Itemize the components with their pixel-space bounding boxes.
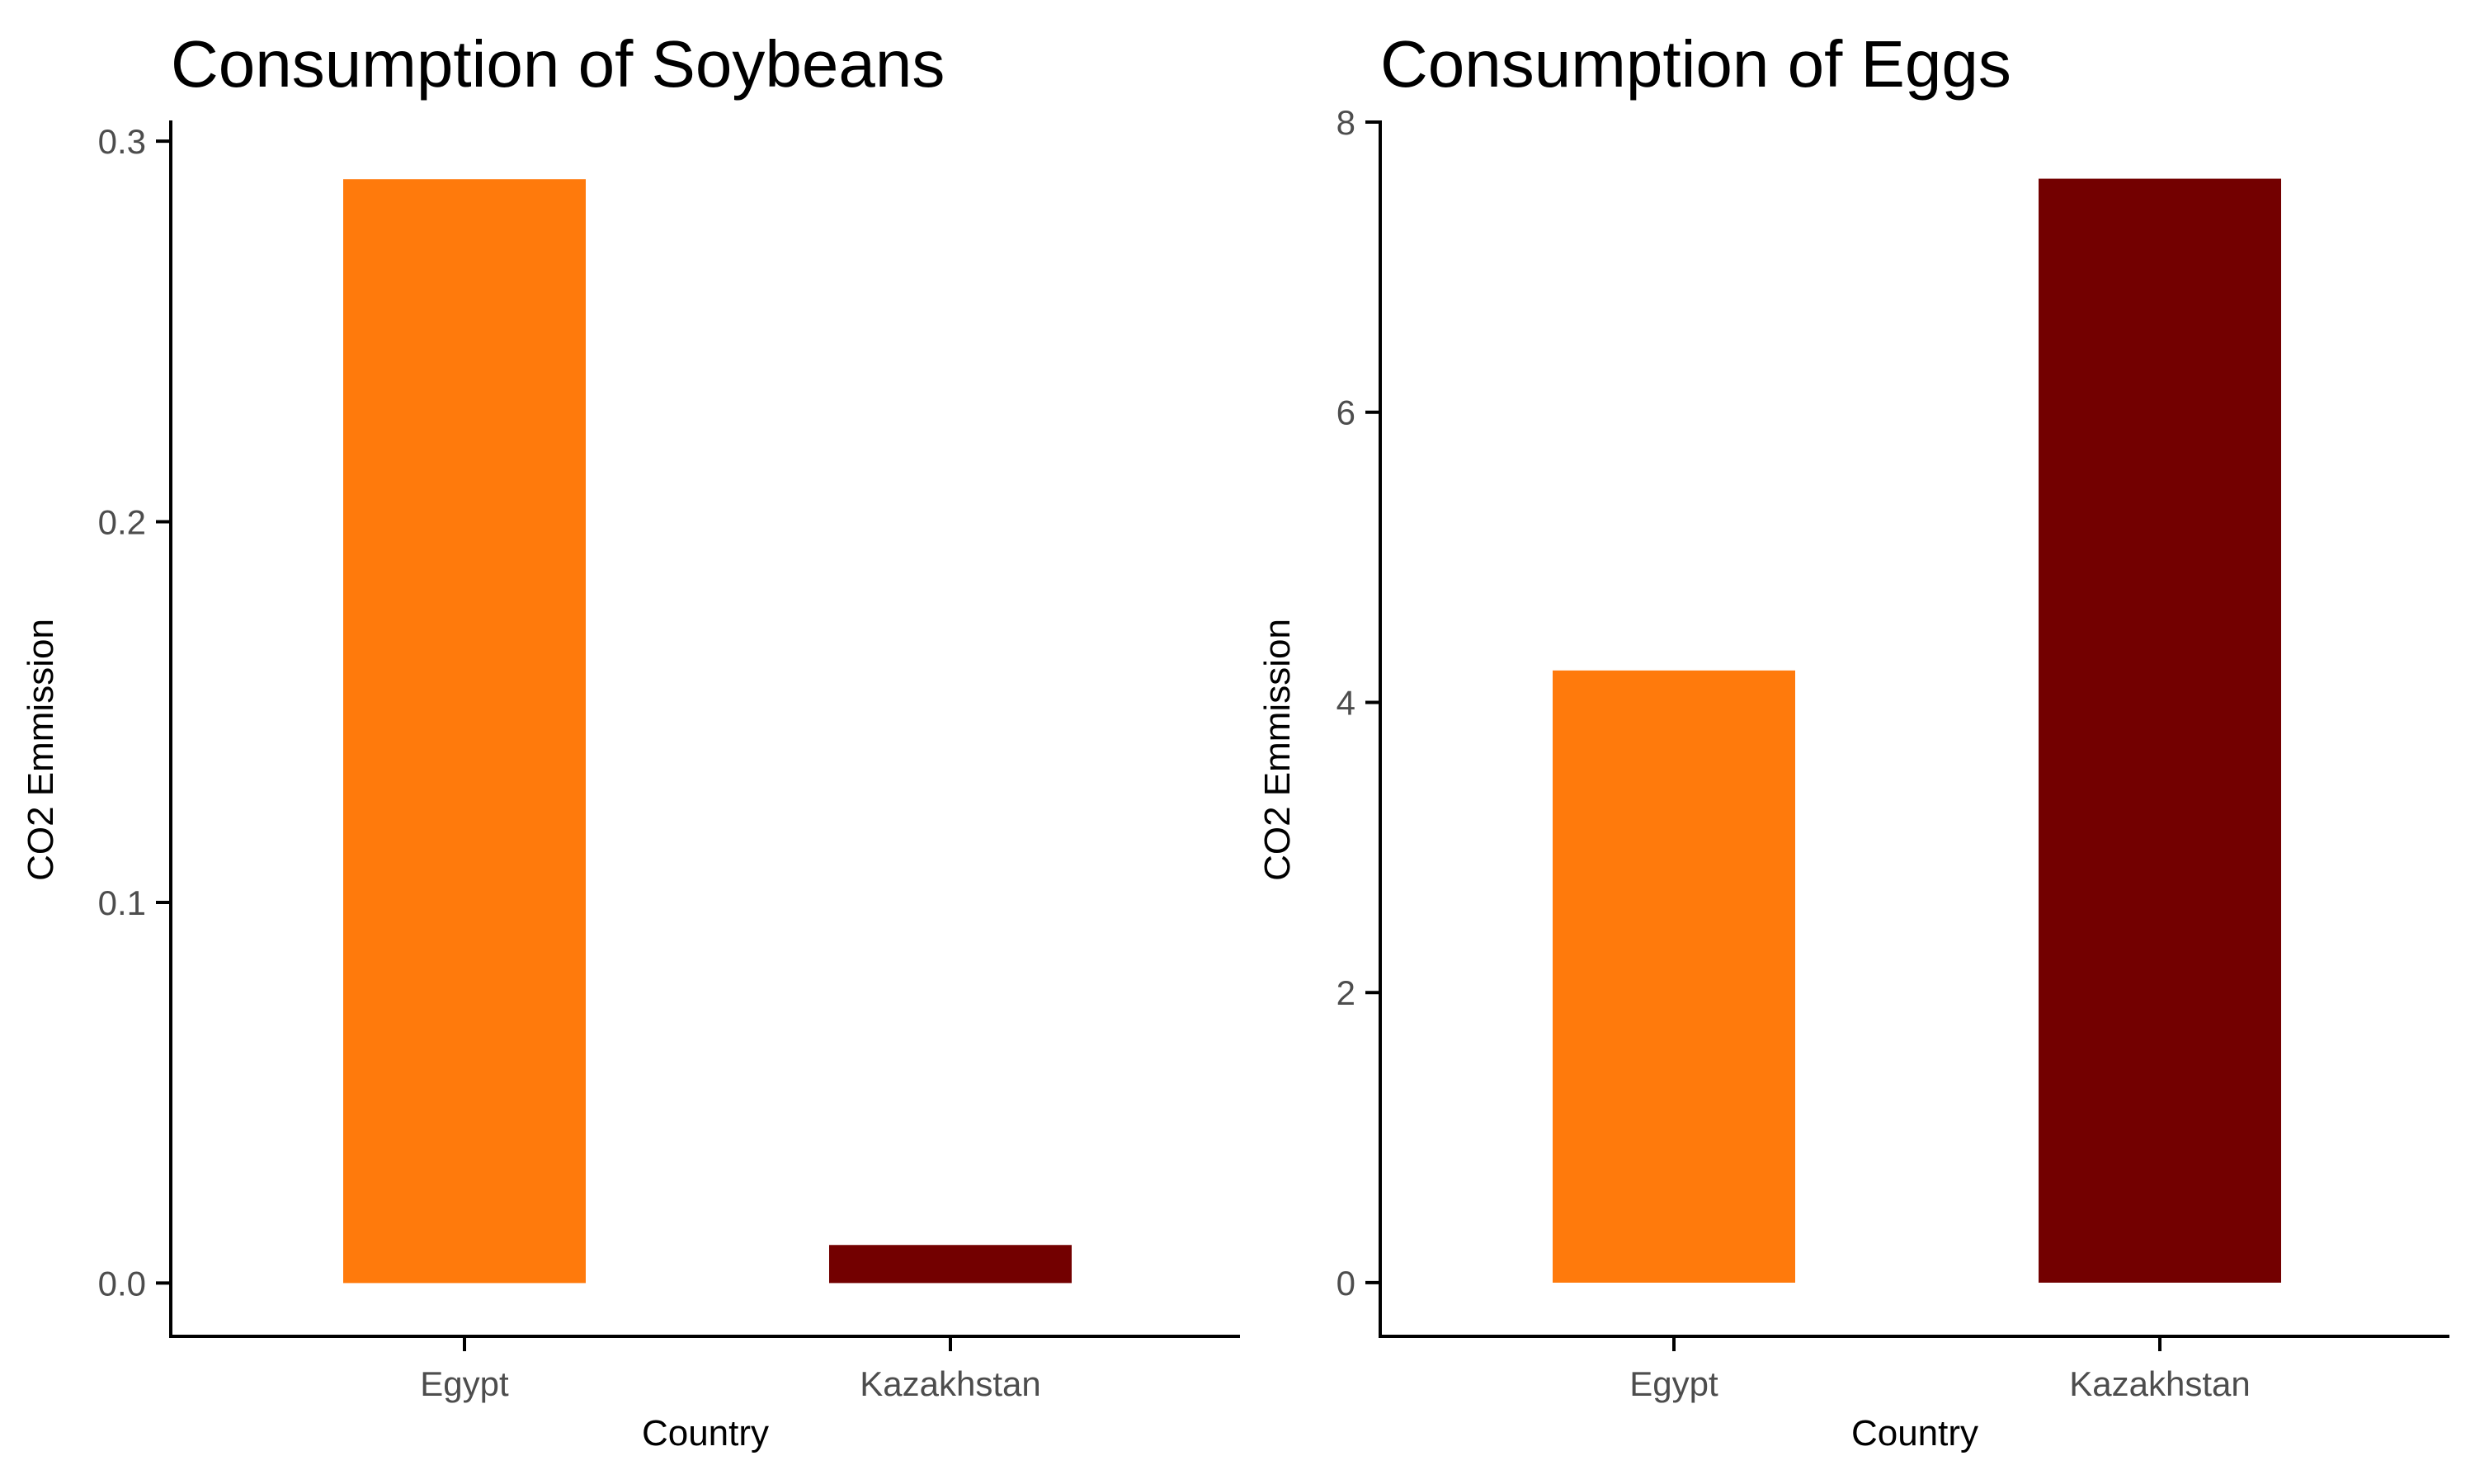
soybeans-chart-panel: Consumption of Soybeans 0.0 0.1 0.2 0.3 Egypt… [21,27,1240,1453]
bar-egypt [1553,670,1795,1283]
eggs-chart-panel: Consumption of Eggs 0 2 4 6 8 Egypt Kazakhstan C… [1257,27,2449,1453]
chart-title: Consumption of Soybeans [171,27,945,101]
y-tick-label: 0 [1336,1264,1355,1303]
y-axis-title: CO2 Emmission [1257,619,1298,881]
y-tick-label: 0.3 [98,122,146,161]
bar-egypt [343,179,586,1284]
y-tick-label: 4 [1336,683,1355,722]
bar-kazakhstan [2039,178,2281,1283]
y-tick-label: 2 [1336,973,1355,1012]
y-axis-title: CO2 Emmission [21,619,61,881]
y-tick-label: 6 [1336,393,1355,432]
x-tick-label-egypt: Egypt [1629,1364,1718,1403]
x-axis-title: Country [1851,1413,1978,1453]
y-tick-label: 8 [1336,103,1355,142]
x-axis-title: Country [642,1413,769,1453]
x-tick-label-egypt: Egypt [420,1364,509,1403]
x-tick-label-kazakhstan: Kazakhstan [2069,1364,2250,1403]
bar-kazakhstan [829,1245,1072,1284]
y-tick-label: 0.0 [98,1264,146,1303]
x-tick-label-kazakhstan: Kazakhstan [860,1364,1040,1403]
y-tick-label: 0.1 [98,883,146,922]
chart-title: Consumption of Eggs [1380,27,2011,101]
y-tick-label: 0.2 [98,503,146,542]
